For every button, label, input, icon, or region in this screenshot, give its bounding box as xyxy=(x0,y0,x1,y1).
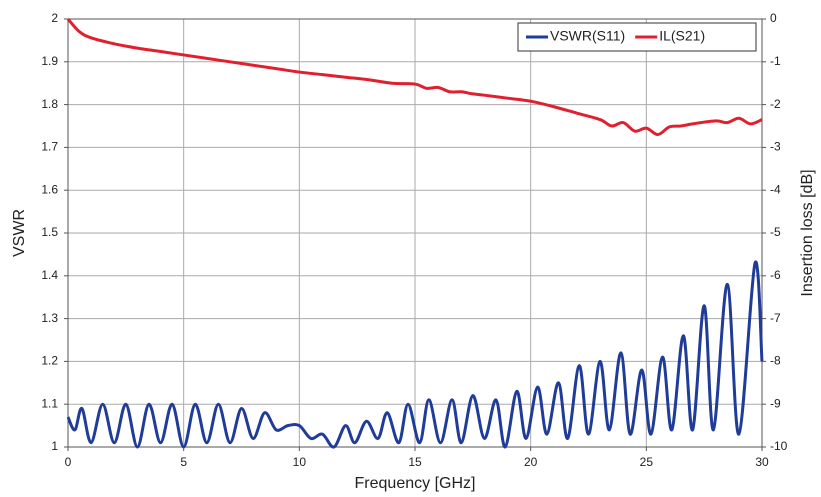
y2-tick-label: -2 xyxy=(770,97,781,111)
y2-tick-label: -5 xyxy=(770,225,781,239)
y2-tick-label: -4 xyxy=(770,182,781,196)
x-tick-label: 20 xyxy=(524,455,538,469)
y-tick-label: 1.1 xyxy=(41,396,58,410)
y-tick-label: 1.7 xyxy=(41,140,58,154)
x-tick-label: 25 xyxy=(640,455,654,469)
y-tick-label: 1.8 xyxy=(41,97,58,111)
x-tick-label: 30 xyxy=(755,455,769,469)
line-series xyxy=(66,17,763,137)
legend-label: VSWR(S11) xyxy=(550,28,625,44)
y2-tick-label: -10 xyxy=(770,439,788,453)
y-tick-label: 1 xyxy=(51,439,58,453)
y-axis-title: VSWR xyxy=(11,209,28,257)
y2-tick-label: 0 xyxy=(770,11,777,25)
y2-tick-label: -7 xyxy=(770,311,781,325)
y-tick-label: 1.4 xyxy=(41,268,58,282)
y2-tick-label: -1 xyxy=(770,54,781,68)
y2-tick-label: -8 xyxy=(770,354,781,368)
y2-tick-label: -3 xyxy=(770,140,781,154)
x-tick-label: 5 xyxy=(180,455,187,469)
x-tick-label: 15 xyxy=(408,455,422,469)
y2-axis-title: Insertion loss [dB] xyxy=(799,169,816,296)
legend-label: IL(S21) xyxy=(659,28,705,44)
y-tick-label: 1.9 xyxy=(41,54,58,68)
y2-tick-label: -6 xyxy=(770,268,781,282)
legend: VSWR(S11) IL(S21) xyxy=(517,22,757,52)
y-tick-label: 2 xyxy=(51,11,58,25)
x-axis-title: Frequency [GHz] xyxy=(355,475,476,492)
y2-tick-label: -9 xyxy=(770,396,781,410)
y-tick-label: 1.3 xyxy=(41,311,58,325)
x-tick-label: 0 xyxy=(65,455,72,469)
y-tick-label: 1.5 xyxy=(41,225,58,239)
y-tick-label: 1.2 xyxy=(41,354,58,368)
x-tick-label: 10 xyxy=(293,455,307,469)
line-series xyxy=(66,260,764,449)
y-tick-label: 1.6 xyxy=(41,182,58,196)
plot-border xyxy=(67,18,763,448)
